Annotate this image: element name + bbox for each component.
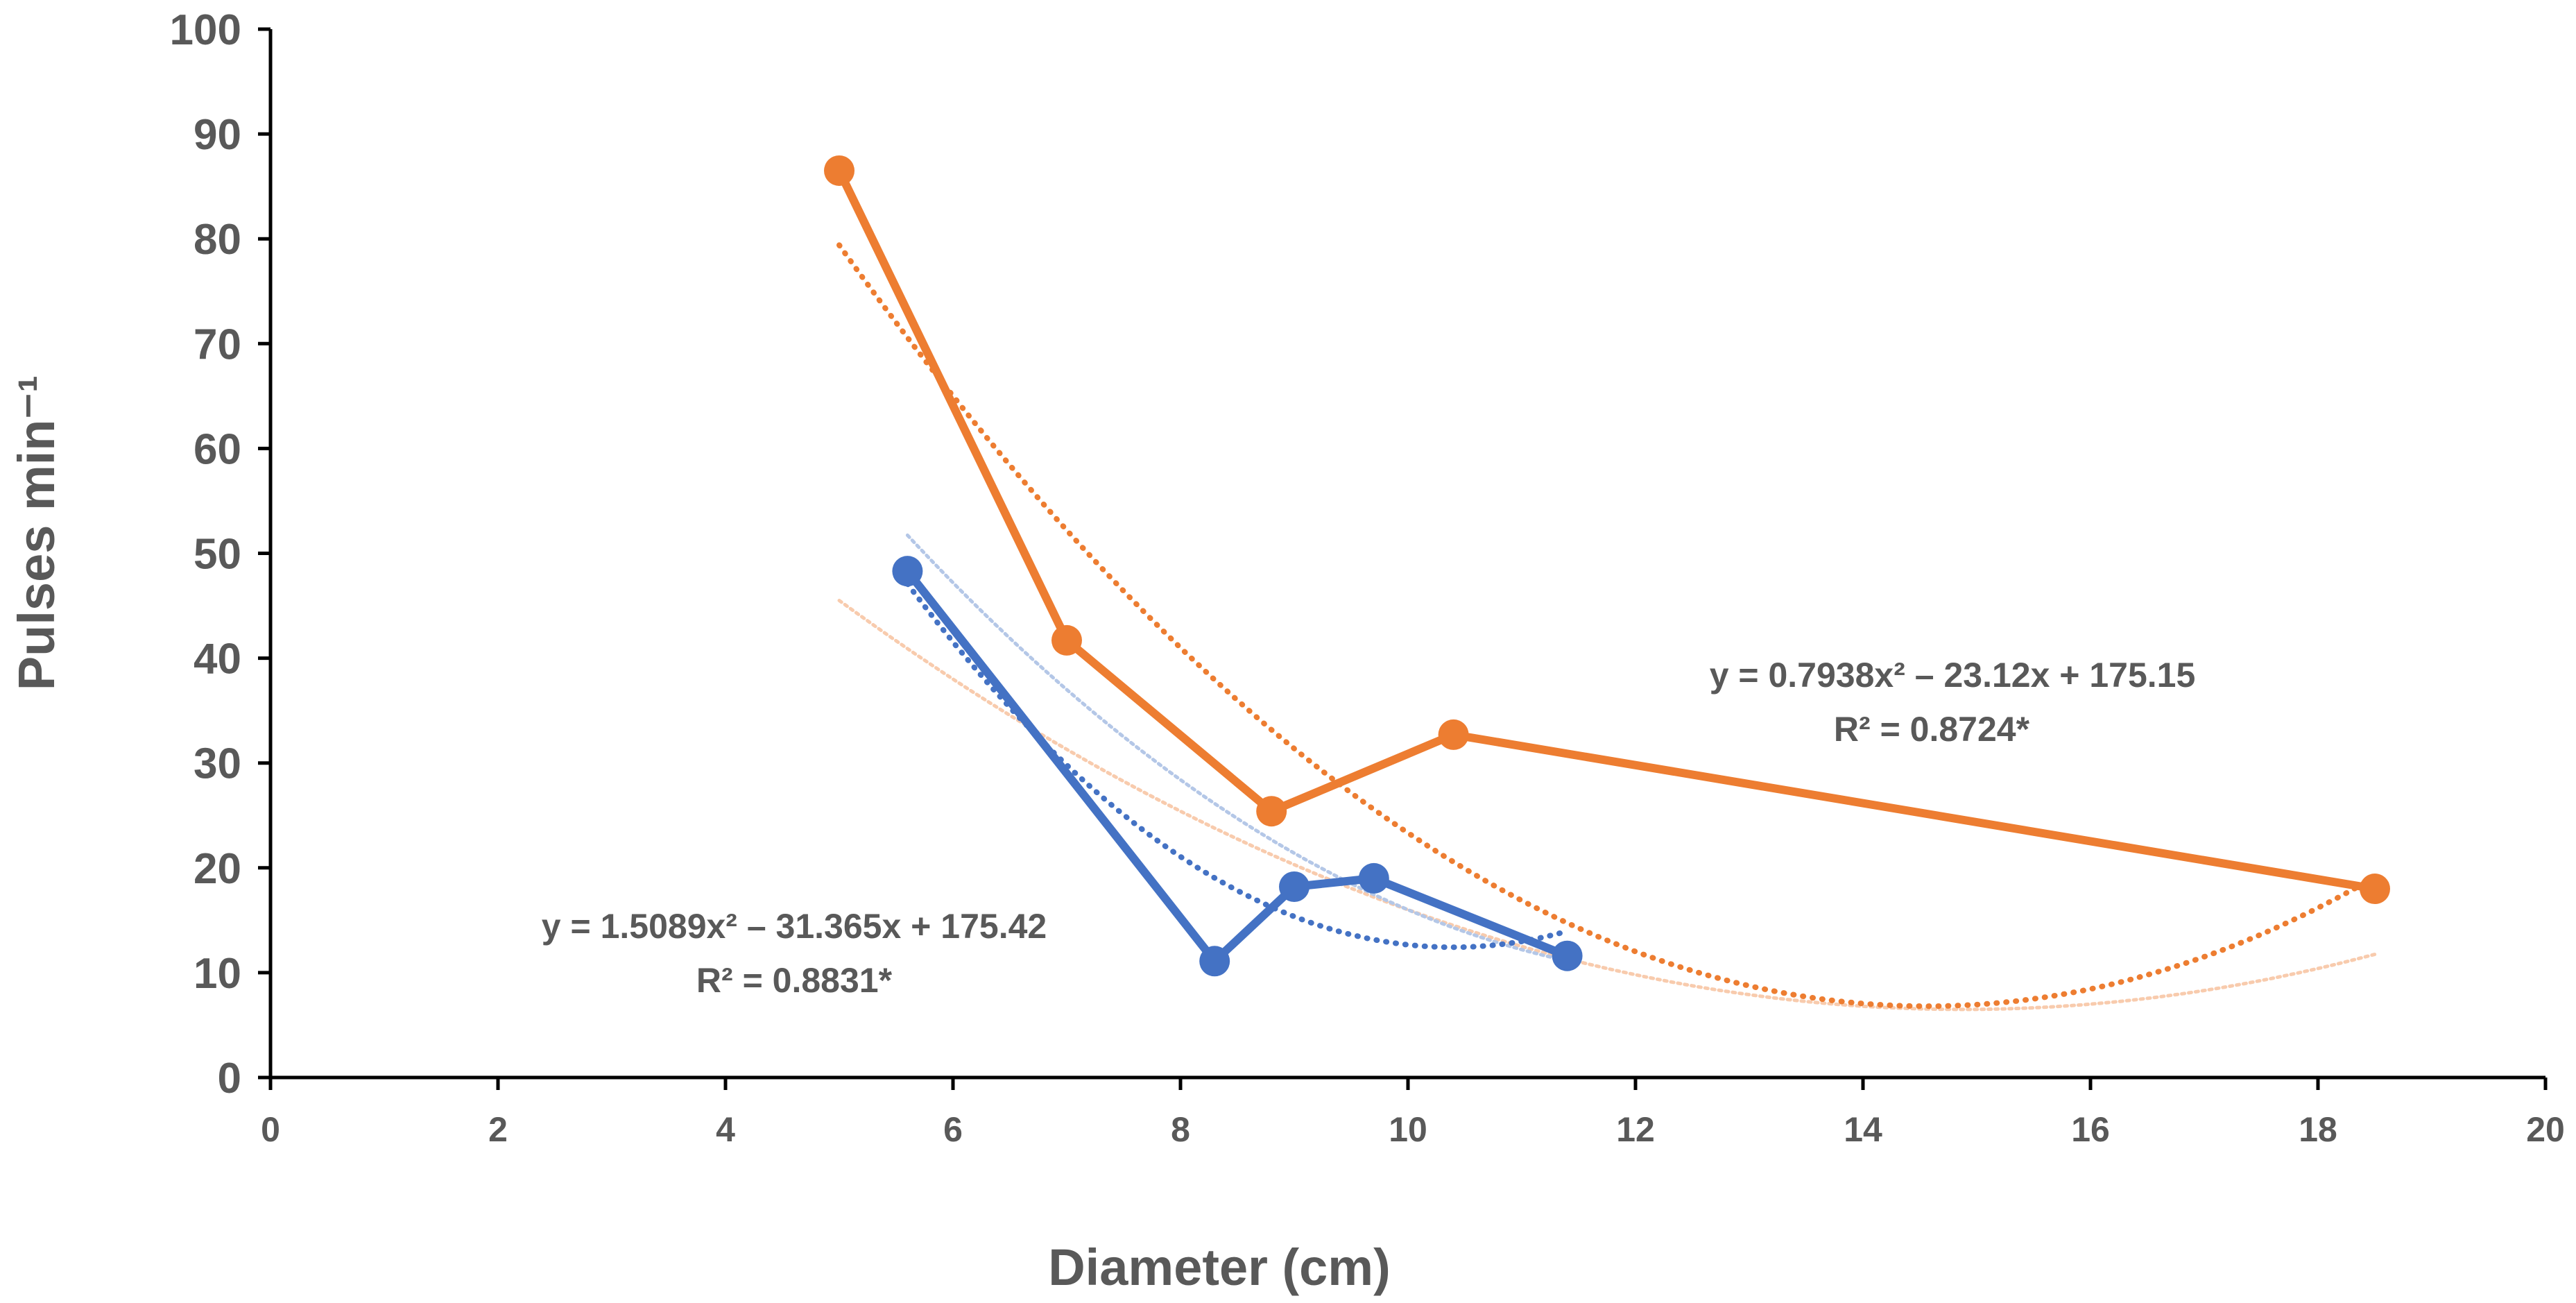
- blue-data-point: [1279, 871, 1310, 902]
- y-tick-label: 60: [194, 425, 241, 473]
- orange-trendline: [836, 242, 2378, 1010]
- orange-data-point: [1256, 796, 1287, 827]
- orange-data-point: [1438, 719, 1469, 750]
- markers: [824, 155, 2390, 977]
- faint-curves: [837, 533, 2377, 1012]
- blue-data-point: [1358, 862, 1389, 894]
- x-tick-label: 8: [1171, 1110, 1190, 1149]
- orange-faint-curve: [837, 599, 2377, 1012]
- blue-equation: y = 1.5089x² – 31.365x + 175.42: [542, 907, 1047, 946]
- orange-equation: y = 0.7938x² – 23.12x + 175.15: [1710, 656, 2196, 695]
- trendlines: [836, 242, 2378, 1010]
- y-axis-title: Pulses min⁻¹: [8, 375, 65, 690]
- y-tick-label: 50: [194, 531, 241, 579]
- blue-r2: R² = 0.8831*: [696, 961, 893, 1000]
- blue-faint-curve: [905, 533, 1570, 963]
- x-tick-label: 16: [2071, 1110, 2110, 1149]
- x-tick-label: 10: [1389, 1110, 1427, 1149]
- series-lines: [835, 167, 2379, 966]
- x-tick-label: 12: [1616, 1110, 1655, 1149]
- blue-data-point: [892, 556, 923, 587]
- blue-series-line: [903, 567, 1572, 966]
- orange-data-point: [1051, 624, 1082, 656]
- y-tick-label: 10: [194, 950, 241, 998]
- y-tick-label: 80: [194, 216, 241, 264]
- x-tick-label: 20: [2526, 1110, 2565, 1149]
- x-tick-label: 2: [488, 1110, 508, 1149]
- y-tick-label: 70: [194, 321, 241, 368]
- y-tick-label: 100: [170, 6, 241, 54]
- y-tick-label: 90: [194, 111, 241, 159]
- orange-r2: R² = 0.8724*: [1834, 710, 2030, 749]
- x-tick-label: 4: [716, 1110, 735, 1149]
- blue-data-point: [1552, 940, 1583, 971]
- y-tick-label: 0: [218, 1055, 241, 1102]
- orange-data-point: [2360, 874, 2390, 905]
- blue-data-point: [1199, 946, 1230, 977]
- x-tick-label: 6: [943, 1110, 963, 1149]
- y-tick-label: 40: [194, 636, 241, 683]
- blue-trendline: [904, 581, 1570, 951]
- y-tick-label: 20: [194, 845, 241, 893]
- x-axis-title: Diameter (cm): [1048, 1238, 1391, 1296]
- ticks: 0 2 4 6 8 10 12 14 16 18 20 0 10 20 30 40 50 60 70 80 90 100: [170, 6, 2565, 1149]
- x-tick-label: 18: [2299, 1110, 2337, 1149]
- x-tick-label: 14: [1844, 1110, 1882, 1149]
- orange-data-point: [824, 155, 855, 186]
- y-tick-label: 30: [194, 740, 241, 788]
- x-tick-label: 0: [261, 1110, 280, 1149]
